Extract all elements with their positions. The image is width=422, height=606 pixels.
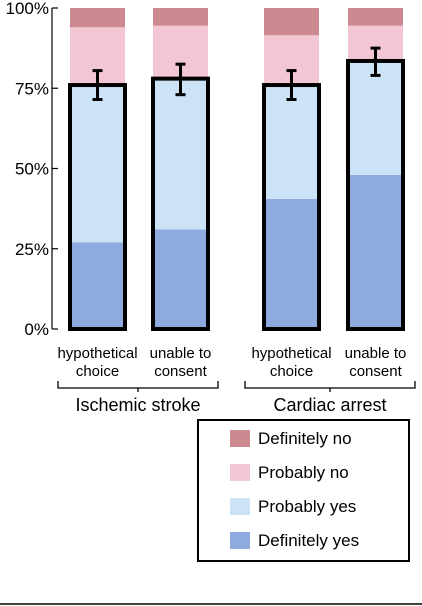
y-tick-label: 100%	[6, 0, 49, 18]
bar-segment-definitely-no	[264, 8, 319, 36]
bar-segment-definitely-yes	[264, 198, 319, 329]
group-bracket	[244, 381, 416, 392]
group-labels: Ischemic stroke Cardiac arrest	[57, 381, 416, 415]
error-bar	[175, 62, 186, 97]
bar-segment-definitely-yes	[70, 242, 125, 329]
legend: Definitely no Probably no Probably yes Defi…	[197, 419, 410, 562]
category-label-line2: consent	[349, 363, 402, 380]
bar-segment-probably-yes	[70, 85, 125, 243]
category-label-line2: choice	[76, 363, 119, 380]
bar-segment-probably-yes	[348, 60, 403, 175]
bar-segment-definitely-yes	[153, 229, 208, 329]
category-label-line2: consent	[154, 363, 207, 380]
error-bar	[92, 69, 103, 101]
group-label: Ischemic stroke	[75, 395, 200, 415]
y-tick-label: 0%	[24, 320, 49, 339]
legend-label: Probably yes	[258, 497, 356, 516]
bar-segment-definitely-yes	[348, 174, 403, 329]
bar-segment-probably-yes	[153, 78, 208, 230]
category-label-line2: choice	[270, 363, 313, 380]
category-label-line1: hypothetical	[57, 345, 137, 362]
bars	[70, 8, 403, 329]
error-bars	[92, 46, 381, 101]
legend-swatch	[230, 464, 250, 481]
y-tick-label: 75%	[15, 79, 49, 98]
y-axis: 0% 25% 50% 75% 100%	[6, 0, 58, 339]
bar-segment-definitely-no	[153, 8, 208, 26]
bar-segment-definitely-no	[70, 8, 125, 28]
group-bracket	[57, 381, 219, 392]
error-bar	[286, 69, 297, 101]
group-label: Cardiac arrest	[273, 395, 386, 415]
legend-label: Definitely no	[258, 429, 352, 448]
y-tick-label: 25%	[15, 240, 49, 259]
category-label-line1: unable to	[345, 345, 407, 362]
legend-swatch	[230, 532, 250, 549]
legend-label: Definitely yes	[258, 531, 359, 550]
legend-swatch	[230, 430, 250, 447]
y-tick-label: 50%	[15, 160, 49, 179]
category-label-line1: hypothetical	[251, 345, 331, 362]
legend-label: Probably no	[258, 463, 349, 482]
category-label-line1: unable to	[150, 345, 212, 362]
bar-segment-probably-yes	[264, 85, 319, 199]
legend-swatch	[230, 498, 250, 515]
error-bar	[370, 46, 381, 77]
bar-segment-definitely-no	[348, 8, 403, 26]
